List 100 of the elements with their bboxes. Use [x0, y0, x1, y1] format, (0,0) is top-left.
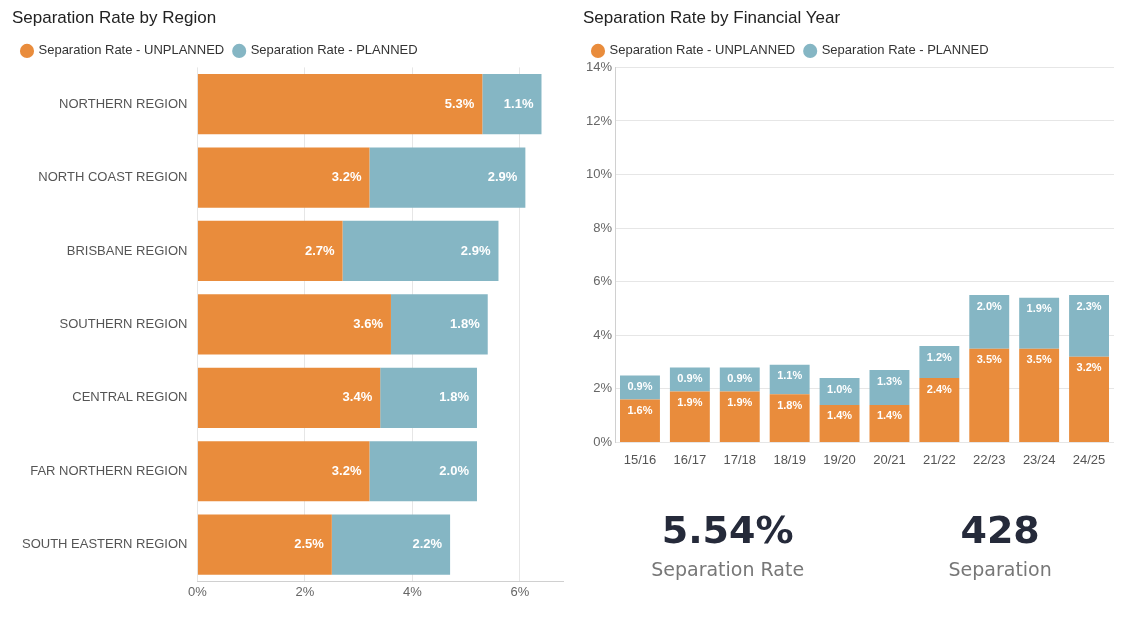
- bar: [969, 295, 1010, 349]
- bar: [869, 370, 910, 405]
- y-tick-label: NORTHERN REGION: [59, 95, 188, 111]
- data-label: 1.0%: [827, 382, 853, 395]
- bar: [197, 367, 381, 428]
- x-tick-label: 0%: [188, 583, 208, 599]
- chart-title: Separation Rate by Region: [12, 7, 217, 27]
- text: 428: [959, 508, 1041, 552]
- data-label: 1.4%: [876, 409, 903, 422]
- bar: [919, 378, 960, 442]
- x-tick-label: 18/19: [773, 451, 806, 467]
- x-tick-label: 20/21: [873, 451, 906, 467]
- data-label: 3.2%: [1076, 361, 1102, 374]
- legend-label: Separation Rate - UNPLANNED: [609, 42, 796, 58]
- bar: [197, 514, 332, 575]
- data-label: 0.9%: [677, 371, 703, 384]
- y-tick-label: SOUTHERN REGION: [59, 315, 188, 331]
- x-tick-label: 22/23: [972, 451, 1006, 467]
- data-label: 1.9%: [677, 396, 703, 409]
- y-tick-label: 14%: [585, 58, 613, 74]
- data-label: 0.9%: [627, 379, 653, 392]
- bar: [1019, 348, 1060, 442]
- data-label: 3.5%: [976, 353, 1003, 366]
- text: Separation: [948, 558, 1052, 580]
- chart-title: Separation Rate by Financial Year: [583, 7, 841, 27]
- legend-label: Separation Rate - PLANNED: [250, 42, 418, 58]
- data-label: 1.1%: [503, 95, 534, 111]
- bar: [669, 391, 710, 442]
- data-label: 2.9%: [487, 169, 518, 185]
- y-tick-label: 10%: [585, 166, 613, 182]
- bar: [197, 220, 343, 282]
- x-tick-label: 21/22: [923, 451, 956, 467]
- text: 5.54%: [660, 508, 795, 552]
- data-label: 3.4%: [342, 389, 373, 405]
- bar: [369, 441, 477, 502]
- data-label: 1.6%: [627, 404, 653, 417]
- data-label: 0.9%: [727, 371, 753, 384]
- data-label: 2.4%: [926, 382, 953, 395]
- x-tick-label: 16/17: [673, 451, 707, 467]
- x-tick-label: 19/20: [823, 451, 856, 467]
- data-label: 3.2%: [331, 462, 362, 478]
- bar: [197, 294, 391, 355]
- data-label: 1.1%: [777, 369, 803, 382]
- data-label: 3.2%: [331, 169, 362, 185]
- bar: [342, 220, 499, 282]
- bar: [1069, 295, 1110, 357]
- data-label: 2.0%: [439, 462, 470, 478]
- bar: [869, 404, 910, 442]
- data-label: 2.3%: [1076, 299, 1102, 312]
- y-tick-label: NORTH COAST REGION: [38, 169, 188, 185]
- y-tick-label: SOUTH EASTERN REGION: [21, 536, 188, 552]
- bar: [197, 147, 370, 208]
- x-tick-label: 17/18: [723, 451, 757, 467]
- bar: [380, 367, 477, 428]
- legend-label: Separation Rate - UNPLANNED: [38, 42, 225, 58]
- x-tick-label: 6%: [510, 583, 530, 599]
- data-label: 1.2%: [926, 350, 953, 363]
- y-tick-label: 6%: [593, 273, 613, 289]
- data-label: 5.3%: [444, 95, 475, 111]
- bar: [1069, 356, 1110, 442]
- data-label: 1.8%: [439, 389, 470, 405]
- x-tick-label: 24/25: [1072, 451, 1106, 467]
- data-label: 3.5%: [1026, 353, 1052, 366]
- bar: [769, 394, 810, 442]
- text: Separation Rate: [651, 558, 805, 580]
- bar: [197, 74, 483, 135]
- x-tick-label: 2%: [295, 583, 315, 599]
- data-label: 2.2%: [412, 536, 443, 552]
- y-tick-label: 12%: [585, 112, 613, 128]
- data-label: 1.9%: [1026, 302, 1052, 315]
- data-label: 2.9%: [460, 242, 491, 258]
- bar: [390, 294, 488, 355]
- x-tick-label: 15/16: [623, 451, 657, 467]
- data-label: 2.0%: [976, 299, 1003, 312]
- legend-label: Separation Rate - PLANNED: [821, 42, 989, 58]
- bar: [197, 441, 370, 502]
- bar: [369, 147, 526, 208]
- y-tick-label: BRISBANE REGION: [66, 242, 188, 258]
- y-tick-label: 2%: [593, 380, 613, 396]
- y-tick-label: 8%: [593, 219, 613, 235]
- data-label: 1.4%: [827, 409, 853, 422]
- x-tick-label: 4%: [403, 583, 423, 599]
- y-tick-label: 0%: [593, 433, 613, 449]
- data-label: 1.3%: [876, 374, 903, 387]
- bar: [719, 391, 760, 442]
- data-label: 3.6%: [353, 315, 384, 331]
- data-label: 1.9%: [727, 396, 753, 409]
- y-tick-label: 4%: [593, 326, 613, 342]
- x-tick-label: 23/24: [1022, 451, 1056, 467]
- data-label: 2.5%: [294, 536, 325, 552]
- y-tick-label: CENTRAL REGION: [72, 389, 188, 405]
- bar: [969, 348, 1010, 442]
- data-label: 1.8%: [777, 398, 803, 411]
- bar: [1019, 297, 1060, 349]
- data-label: 2.7%: [304, 242, 335, 258]
- bar: [620, 399, 660, 442]
- bar: [331, 514, 451, 575]
- bar: [819, 404, 860, 442]
- data-label: 1.8%: [450, 315, 481, 331]
- y-tick-label: FAR NORTHERN REGION: [30, 462, 188, 478]
